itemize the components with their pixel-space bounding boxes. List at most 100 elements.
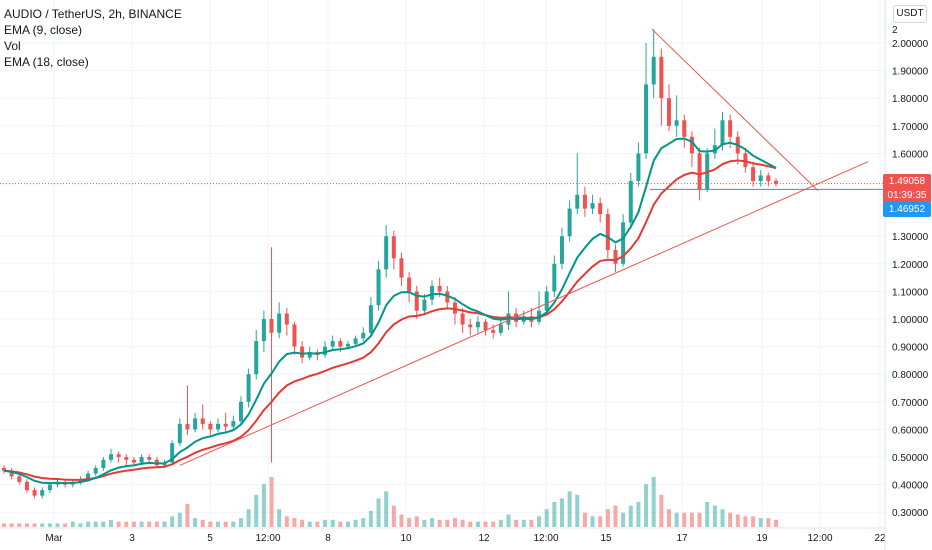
legend-ema9[interactable]: EMA (9, close) xyxy=(4,23,83,37)
volume-bar xyxy=(200,519,205,527)
volume-bars xyxy=(2,477,778,527)
candle-body xyxy=(445,291,450,303)
volume-bar xyxy=(109,519,114,527)
volume-bar xyxy=(284,516,289,527)
candle-body xyxy=(124,457,129,460)
legend-ema18[interactable]: EMA (18, close) xyxy=(4,55,89,69)
volume-bar xyxy=(116,521,121,527)
candle-body xyxy=(238,401,243,422)
volume-bar xyxy=(185,503,190,527)
trendline-drawings[interactable] xyxy=(0,28,885,466)
candle-body xyxy=(101,459,106,469)
bar-countdown: 01:39:35 xyxy=(887,190,927,201)
volume-bar xyxy=(368,510,373,527)
volume-bar xyxy=(598,516,603,527)
candle-body xyxy=(2,468,6,471)
candle-body xyxy=(689,136,694,154)
candle-body xyxy=(116,454,121,457)
candle-body xyxy=(345,343,350,347)
volume-bar xyxy=(674,512,679,527)
volume-bar xyxy=(582,512,587,527)
candle-body xyxy=(223,423,228,427)
volume-bar xyxy=(491,521,496,527)
volume-bar xyxy=(93,521,98,527)
volume-bar xyxy=(751,516,756,527)
volume-bar xyxy=(682,512,687,527)
candle-body xyxy=(147,457,152,460)
candle-body xyxy=(613,250,618,264)
volume-bar xyxy=(9,523,14,527)
volume-bar xyxy=(743,516,748,527)
legend-symbol[interactable]: AUDIO / TetherUS, 2h, BINANCE xyxy=(4,7,182,21)
volume-bar xyxy=(628,505,633,527)
volume-bar xyxy=(559,498,564,527)
candle-body xyxy=(651,56,656,85)
volume-bar xyxy=(376,498,381,527)
candle-body xyxy=(559,236,564,264)
volume-bar xyxy=(292,518,297,527)
volume-bar xyxy=(468,521,473,527)
candle-body xyxy=(582,194,587,209)
candle-body xyxy=(430,285,435,300)
current-price-tag: 1.49058 01:39:35 xyxy=(883,174,931,204)
volume-bar xyxy=(666,509,671,527)
candle-body xyxy=(391,236,396,259)
volume-bar xyxy=(720,509,725,527)
y-tick-label: 0.90000 xyxy=(892,343,929,354)
y-tick-label: 1.30000 xyxy=(892,232,929,243)
volume-bar xyxy=(124,521,129,527)
candle-body xyxy=(475,321,480,328)
candle-body xyxy=(269,319,274,333)
x-tick-label: 12:00 xyxy=(533,533,558,544)
candle-body xyxy=(552,263,557,292)
volume-bar xyxy=(40,523,45,527)
candle-body xyxy=(774,181,778,184)
candle-body xyxy=(567,208,572,237)
volume-bar xyxy=(697,512,702,527)
candle-body xyxy=(170,443,175,463)
volume-bar xyxy=(621,512,626,527)
candle-body xyxy=(86,473,91,480)
candle-body xyxy=(261,319,266,342)
candle-body xyxy=(682,120,687,137)
volume-bar xyxy=(193,518,198,527)
candle-body xyxy=(93,468,98,474)
volume-bar xyxy=(254,494,259,527)
currency-unit-badge[interactable]: USDT xyxy=(893,5,927,23)
volume-bar xyxy=(399,514,404,527)
volume-bar xyxy=(445,519,450,527)
candle-body xyxy=(330,341,335,347)
volume-bar xyxy=(590,516,595,527)
x-tick-label: 15 xyxy=(600,533,612,544)
candle-body xyxy=(200,418,205,424)
y-tick-label: 1.80000 xyxy=(892,94,929,105)
x-tick-label: 19 xyxy=(756,533,768,544)
ema-18-line xyxy=(3,159,777,481)
volume-bar xyxy=(391,505,396,527)
volume-bar xyxy=(269,477,274,527)
candle-body xyxy=(720,120,725,146)
candle-body xyxy=(437,285,442,292)
candle-body xyxy=(414,291,419,311)
candle-body xyxy=(284,313,289,325)
x-tick-label: 17 xyxy=(676,533,688,544)
candle-body xyxy=(384,236,389,270)
candle-body xyxy=(728,120,733,137)
candle-body xyxy=(621,222,626,264)
volume-bar xyxy=(70,521,75,527)
candle-body xyxy=(32,490,37,496)
volume-bar xyxy=(246,509,251,527)
volume-bar xyxy=(24,523,29,527)
volume-bar xyxy=(147,521,152,527)
volume-bar xyxy=(231,521,236,527)
candle-body xyxy=(590,203,595,209)
candle-body xyxy=(498,324,503,333)
candle-body xyxy=(300,346,305,358)
x-tick-label: 12:00 xyxy=(807,533,832,544)
candle-body xyxy=(208,423,213,430)
candle-body xyxy=(376,269,381,306)
volume-bar xyxy=(139,521,144,527)
x-tick-label: Mar xyxy=(45,533,63,544)
legend-vol[interactable]: Vol xyxy=(4,39,21,53)
